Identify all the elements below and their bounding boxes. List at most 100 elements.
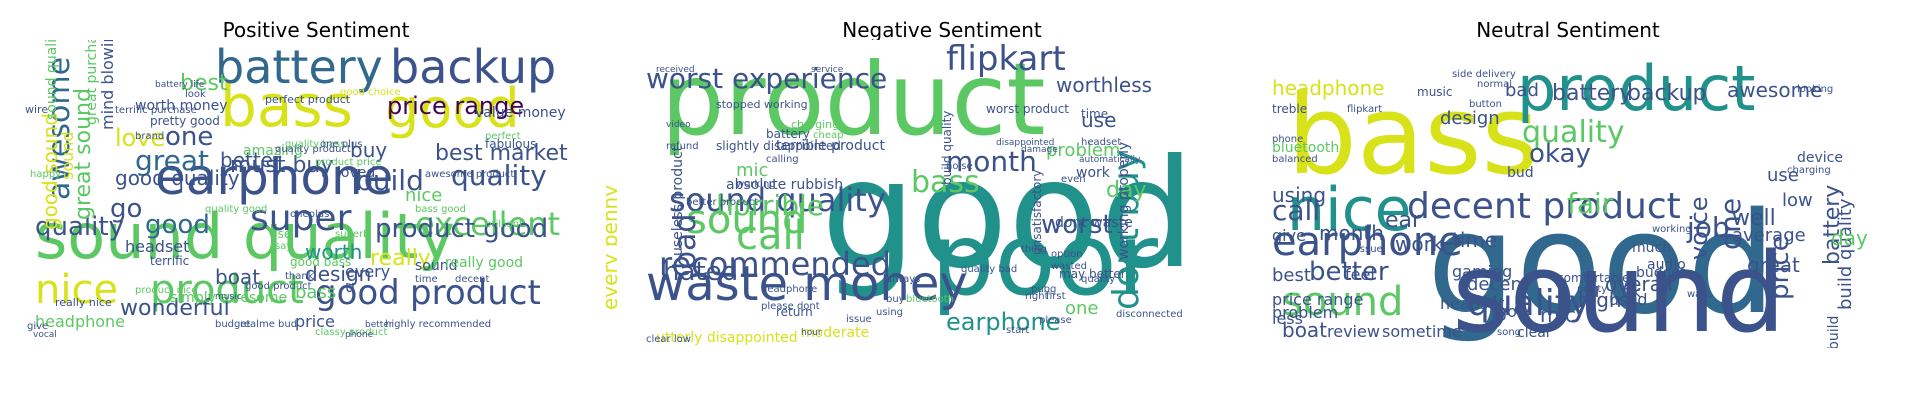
cloud-word: balanced bbox=[1272, 154, 1318, 165]
cloud-word: earphone bbox=[155, 148, 394, 206]
cloud-word: headset bbox=[125, 237, 190, 256]
cloud-word: design bbox=[1440, 108, 1500, 129]
cloud-word: battery bbox=[766, 127, 810, 141]
cloud-word: always bbox=[886, 274, 921, 285]
cloud-word: product bbox=[410, 273, 541, 313]
cloud-word: right bbox=[1025, 291, 1049, 302]
cloud-word: quality bbox=[1081, 274, 1116, 285]
cloud-word: quality bbox=[35, 212, 124, 242]
cloud-word: best bbox=[180, 71, 228, 96]
cloud-word: budget bbox=[1636, 265, 1686, 281]
cloud-word: damage bbox=[1021, 145, 1058, 155]
cloud-word: waste money bbox=[646, 256, 968, 312]
cloud-word: treble bbox=[1272, 102, 1308, 116]
cloud-word: moderate bbox=[801, 325, 870, 341]
cloud-word: quality bbox=[451, 159, 547, 192]
cloud-word: please bbox=[1039, 315, 1072, 326]
cloud-word: nice bbox=[1287, 175, 1412, 245]
cloud-word: really nice bbox=[55, 296, 112, 309]
cloud-word: slightly disappointed bbox=[716, 139, 841, 153]
cloud-word: call bbox=[736, 213, 805, 259]
cloud-word: noise bbox=[946, 161, 973, 172]
cloud-word: go bbox=[110, 194, 143, 224]
cloud-word: bluetooth bbox=[1272, 140, 1340, 156]
cloud-word: horrible bbox=[716, 189, 824, 222]
cloud-word: wasted bbox=[1051, 261, 1087, 272]
cloud-word: quality bass bbox=[285, 139, 346, 150]
cloud-word: boat bbox=[1282, 318, 1328, 342]
cloud-word: say bbox=[275, 241, 293, 252]
cloud-word: pubg bbox=[1031, 284, 1057, 295]
cloud-word: price range bbox=[387, 92, 525, 120]
cloud-word: worth money bbox=[135, 98, 228, 114]
cloud-word: wonderful bbox=[120, 296, 230, 321]
cloud-word: gaming bbox=[1452, 262, 1513, 281]
word-cloud-neutral: good sound bass product nice quality sound dece… bbox=[1267, 40, 1869, 348]
cloud-word: backup bbox=[1627, 81, 1707, 106]
panel-title-negative: Negative Sentiment bbox=[842, 18, 1042, 42]
cloud-word: good quality bbox=[115, 166, 240, 190]
cloud-word: bass good bbox=[415, 204, 467, 215]
cloud-word: headphone bbox=[35, 312, 126, 331]
cloud-word: use bbox=[270, 227, 292, 241]
cloud-word: overall bbox=[1605, 272, 1673, 296]
cloud-word: low bbox=[1782, 190, 1813, 211]
cloud-word: sound bbox=[686, 197, 808, 243]
cloud-word: high bbox=[1578, 288, 1622, 312]
cloud-word: recommended bbox=[659, 245, 891, 283]
cloud-word: bluetooth bbox=[906, 294, 955, 305]
cloud-word: disappointed bbox=[996, 138, 1055, 148]
cloud-word: sound quality bbox=[44, 40, 60, 120]
cloud-word: wire bbox=[25, 103, 49, 116]
cloud-word: phone bbox=[345, 330, 374, 340]
cloud-word: useless product bbox=[670, 145, 686, 256]
word-cloud-positive: sound quality earphone bass battery backup go… bbox=[15, 40, 617, 348]
cloud-word: best bbox=[1272, 265, 1311, 286]
cloud-word: sound quality bbox=[669, 181, 886, 219]
cloud-word: quality bbox=[1522, 115, 1625, 150]
cloud-word: job bbox=[1687, 211, 1730, 244]
cloud-word: good bass bbox=[290, 255, 352, 269]
cloud-word: highly recommended bbox=[385, 319, 492, 330]
cloud-word: perfect bbox=[485, 131, 521, 142]
cloud-word: even bbox=[1061, 174, 1086, 185]
cloud-word: earphone bbox=[946, 308, 1061, 336]
cloud-word: give bbox=[27, 321, 49, 332]
cloud-word: brand bbox=[135, 131, 165, 142]
cloud-word: decent bbox=[455, 274, 490, 285]
cloud-word: good bbox=[821, 128, 1195, 302]
cloud-word: month bbox=[1319, 221, 1384, 245]
cloud-word: price range bbox=[1272, 290, 1364, 309]
panel-title-neutral: Neutral Sentiment bbox=[1476, 18, 1660, 42]
cloud-word: phone bbox=[1272, 134, 1304, 145]
cloud-word: sound bbox=[1282, 279, 1404, 325]
cloud-word: u bbox=[345, 277, 356, 296]
cloud-word: fair bbox=[1567, 187, 1614, 220]
word-cloud-negative: product good poor waste money recommended sou… bbox=[641, 40, 1243, 348]
cloud-word: poor bbox=[931, 201, 1158, 318]
cloud-word: device bbox=[1797, 150, 1843, 166]
cloud-word: side delivery bbox=[1452, 69, 1516, 80]
cloud-word: buy bbox=[350, 138, 388, 162]
cloud-word: battery bbox=[1552, 81, 1633, 106]
cloud-word: video bbox=[666, 120, 691, 130]
cloud-word: headset bbox=[1440, 294, 1505, 313]
cloud-word: fabulous bbox=[485, 137, 537, 151]
cloud-word: mic bbox=[736, 160, 769, 181]
cloud-word: budget bbox=[215, 319, 251, 330]
cloud-word: button bbox=[1469, 99, 1502, 110]
cloud-word: headphone bbox=[1272, 76, 1385, 100]
cloud-word: really good bbox=[445, 255, 524, 271]
cloud-word: sound bbox=[415, 258, 458, 274]
cloud-word: terrific bbox=[150, 254, 190, 268]
cloud-word: music bbox=[1417, 85, 1453, 99]
cloud-word: worst experience bbox=[646, 62, 888, 95]
cloud-word: bass bbox=[1287, 71, 1539, 199]
cloud-word: decent bbox=[1467, 274, 1529, 295]
cloud-word: cheap bbox=[813, 130, 844, 141]
cloud-word: problem bbox=[1272, 303, 1339, 322]
cloud-word: better bbox=[365, 320, 393, 330]
cloud-word: feel bbox=[1345, 265, 1375, 284]
cloud-word: awesome product bbox=[425, 169, 515, 180]
cloud-word: nice bbox=[35, 267, 119, 313]
